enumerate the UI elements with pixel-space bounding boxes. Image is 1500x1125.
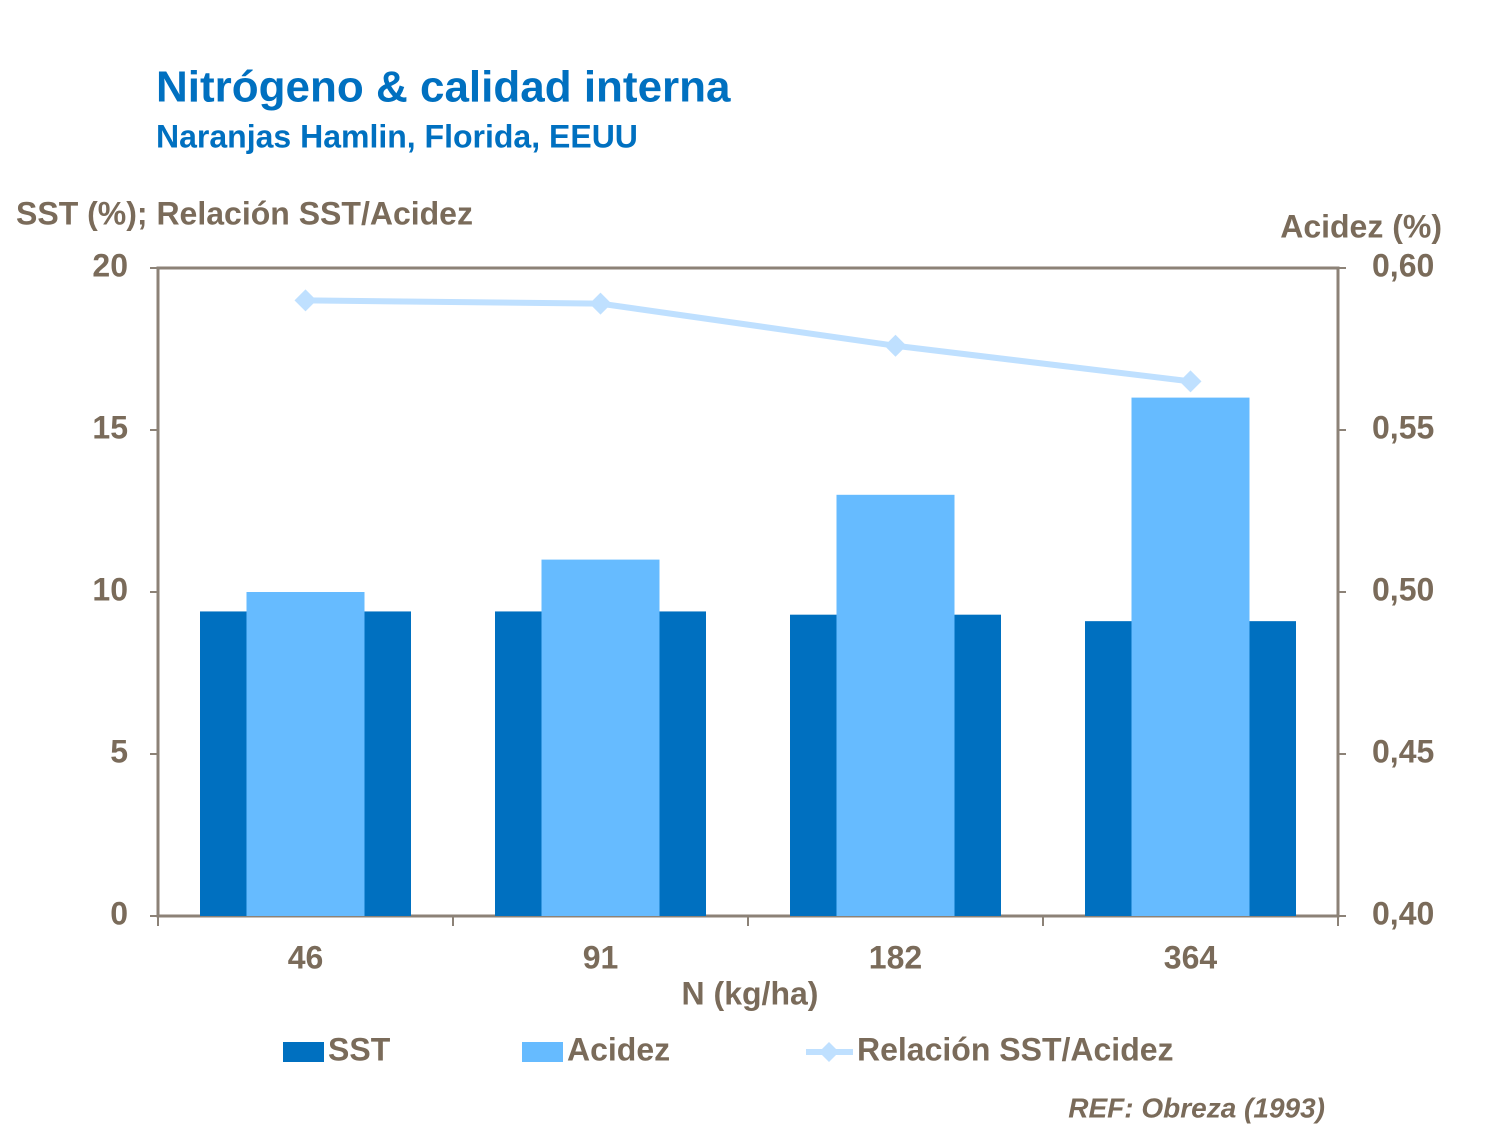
y-axis-label: SST (%); Relación SST/Acidez [16,195,473,231]
legend-label: Acidez [567,1031,670,1067]
y2-tick-label: 0,45 [1372,733,1434,769]
bar [836,494,955,916]
legend-marker [819,1042,839,1062]
chart-title: Nitrógeno & calidad interna [156,63,731,112]
bar [541,559,660,916]
y-tick-label: 0 [110,895,128,931]
marker [1179,370,1202,393]
y2-tick-label: 0,55 [1372,409,1434,445]
x-tick-label: 46 [288,939,324,975]
x-axis-label: N (kg/ha) [682,975,819,1011]
y2-tick-label: 0,60 [1372,247,1434,283]
y2-tick-label: 0,50 [1372,571,1434,607]
reference: REF: Obreza (1993) [1068,1092,1325,1123]
x-tick-label: 364 [1164,939,1218,975]
legend-label: SST [328,1031,391,1067]
x-tick-label: 182 [869,939,922,975]
line [305,297,1191,385]
legend-swatch [283,1042,324,1062]
y-tick-label: 5 [110,733,128,769]
chart-subtitle: Naranjas Hamlin, Florida, EEUU [156,118,638,154]
legend-label: Relación SST/Acidez [857,1031,1174,1067]
y-tick-label: 10 [92,571,128,607]
x-tick-label: 91 [583,939,619,975]
legend-swatch [522,1042,563,1062]
y-tick-label: 20 [92,247,128,283]
bar [246,592,365,916]
marker [884,334,907,357]
marker [589,292,612,315]
y2-axis-label: Acidez (%) [1280,208,1442,244]
y-tick-label: 15 [92,409,128,445]
bar [1131,397,1250,917]
marker [294,289,317,312]
y2-tick-label: 0,40 [1372,895,1434,931]
